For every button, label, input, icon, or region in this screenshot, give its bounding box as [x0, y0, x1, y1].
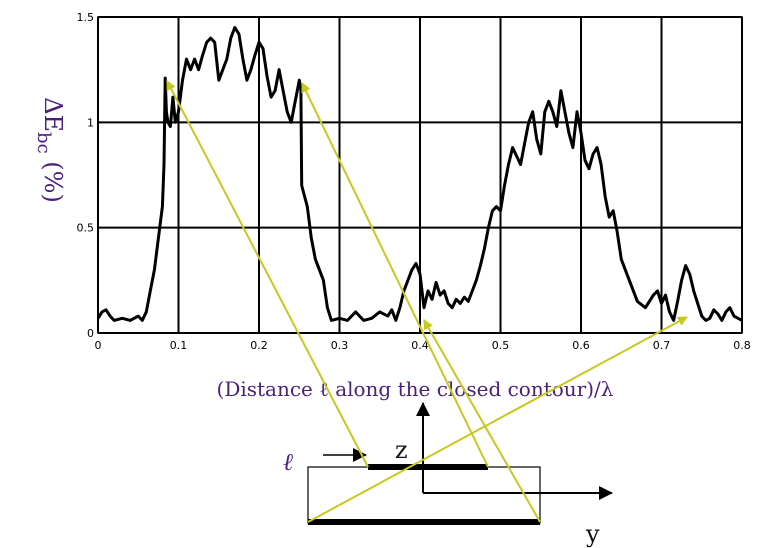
line-chart: 0 0.1 0.2 0.3 0.4 0.5 0.6 0.7 0.8 0 0.5 1 1.5 — [77, 11, 751, 352]
ell-label: ℓ — [283, 448, 293, 476]
y-axis-label-prefix: ΔE — [39, 97, 67, 132]
pointer-arrows — [166, 80, 688, 523]
x-tick-label: 0.1 — [170, 339, 188, 352]
y-axis-label-suffix: (%) — [39, 154, 67, 203]
pointer-arrow-1 — [166, 80, 369, 468]
pointer-arrow-3 — [423, 319, 541, 523]
y-tick-label: 0.5 — [77, 222, 95, 235]
x-tick-label: 0.5 — [492, 339, 510, 352]
z-axis-label: z — [395, 436, 408, 464]
pointer-arrow-4 — [307, 316, 688, 523]
x-tick-labels: 0 0.1 0.2 0.3 0.4 0.5 0.6 0.7 0.8 — [95, 339, 751, 352]
y-tick-label: 0 — [87, 327, 94, 340]
y-gridlines — [98, 16, 742, 334]
svg-text:ΔEbc (%): ΔEbc (%) — [33, 97, 67, 203]
x-tick-label: 0.3 — [331, 339, 349, 352]
x-tick-label: 0.4 — [411, 339, 429, 352]
x-tick-label: 0.2 — [250, 339, 268, 352]
cross-section-diagram: z y ℓ — [283, 402, 613, 548]
x-tick-label: 0.7 — [653, 339, 671, 352]
y-axis-label-subscript: bc — [33, 132, 54, 154]
x-tick-label: 0 — [95, 339, 102, 352]
x-tick-label: 0.8 — [733, 339, 751, 352]
y-tick-label: 1 — [87, 116, 94, 129]
x-axis-label: (Distance ℓ along the closed contour)/λ — [217, 377, 614, 401]
series-line — [96, 26, 743, 322]
y-tick-labels: 0 0.5 1 1.5 — [77, 11, 95, 340]
pointer-arrow-2 — [301, 82, 489, 468]
y-axis-label-diagram: y — [585, 520, 600, 548]
y-axis-label: ΔEbc (%) — [33, 97, 67, 203]
y-tick-label: 1.5 — [77, 11, 95, 24]
x-tick-label: 0.6 — [572, 339, 590, 352]
